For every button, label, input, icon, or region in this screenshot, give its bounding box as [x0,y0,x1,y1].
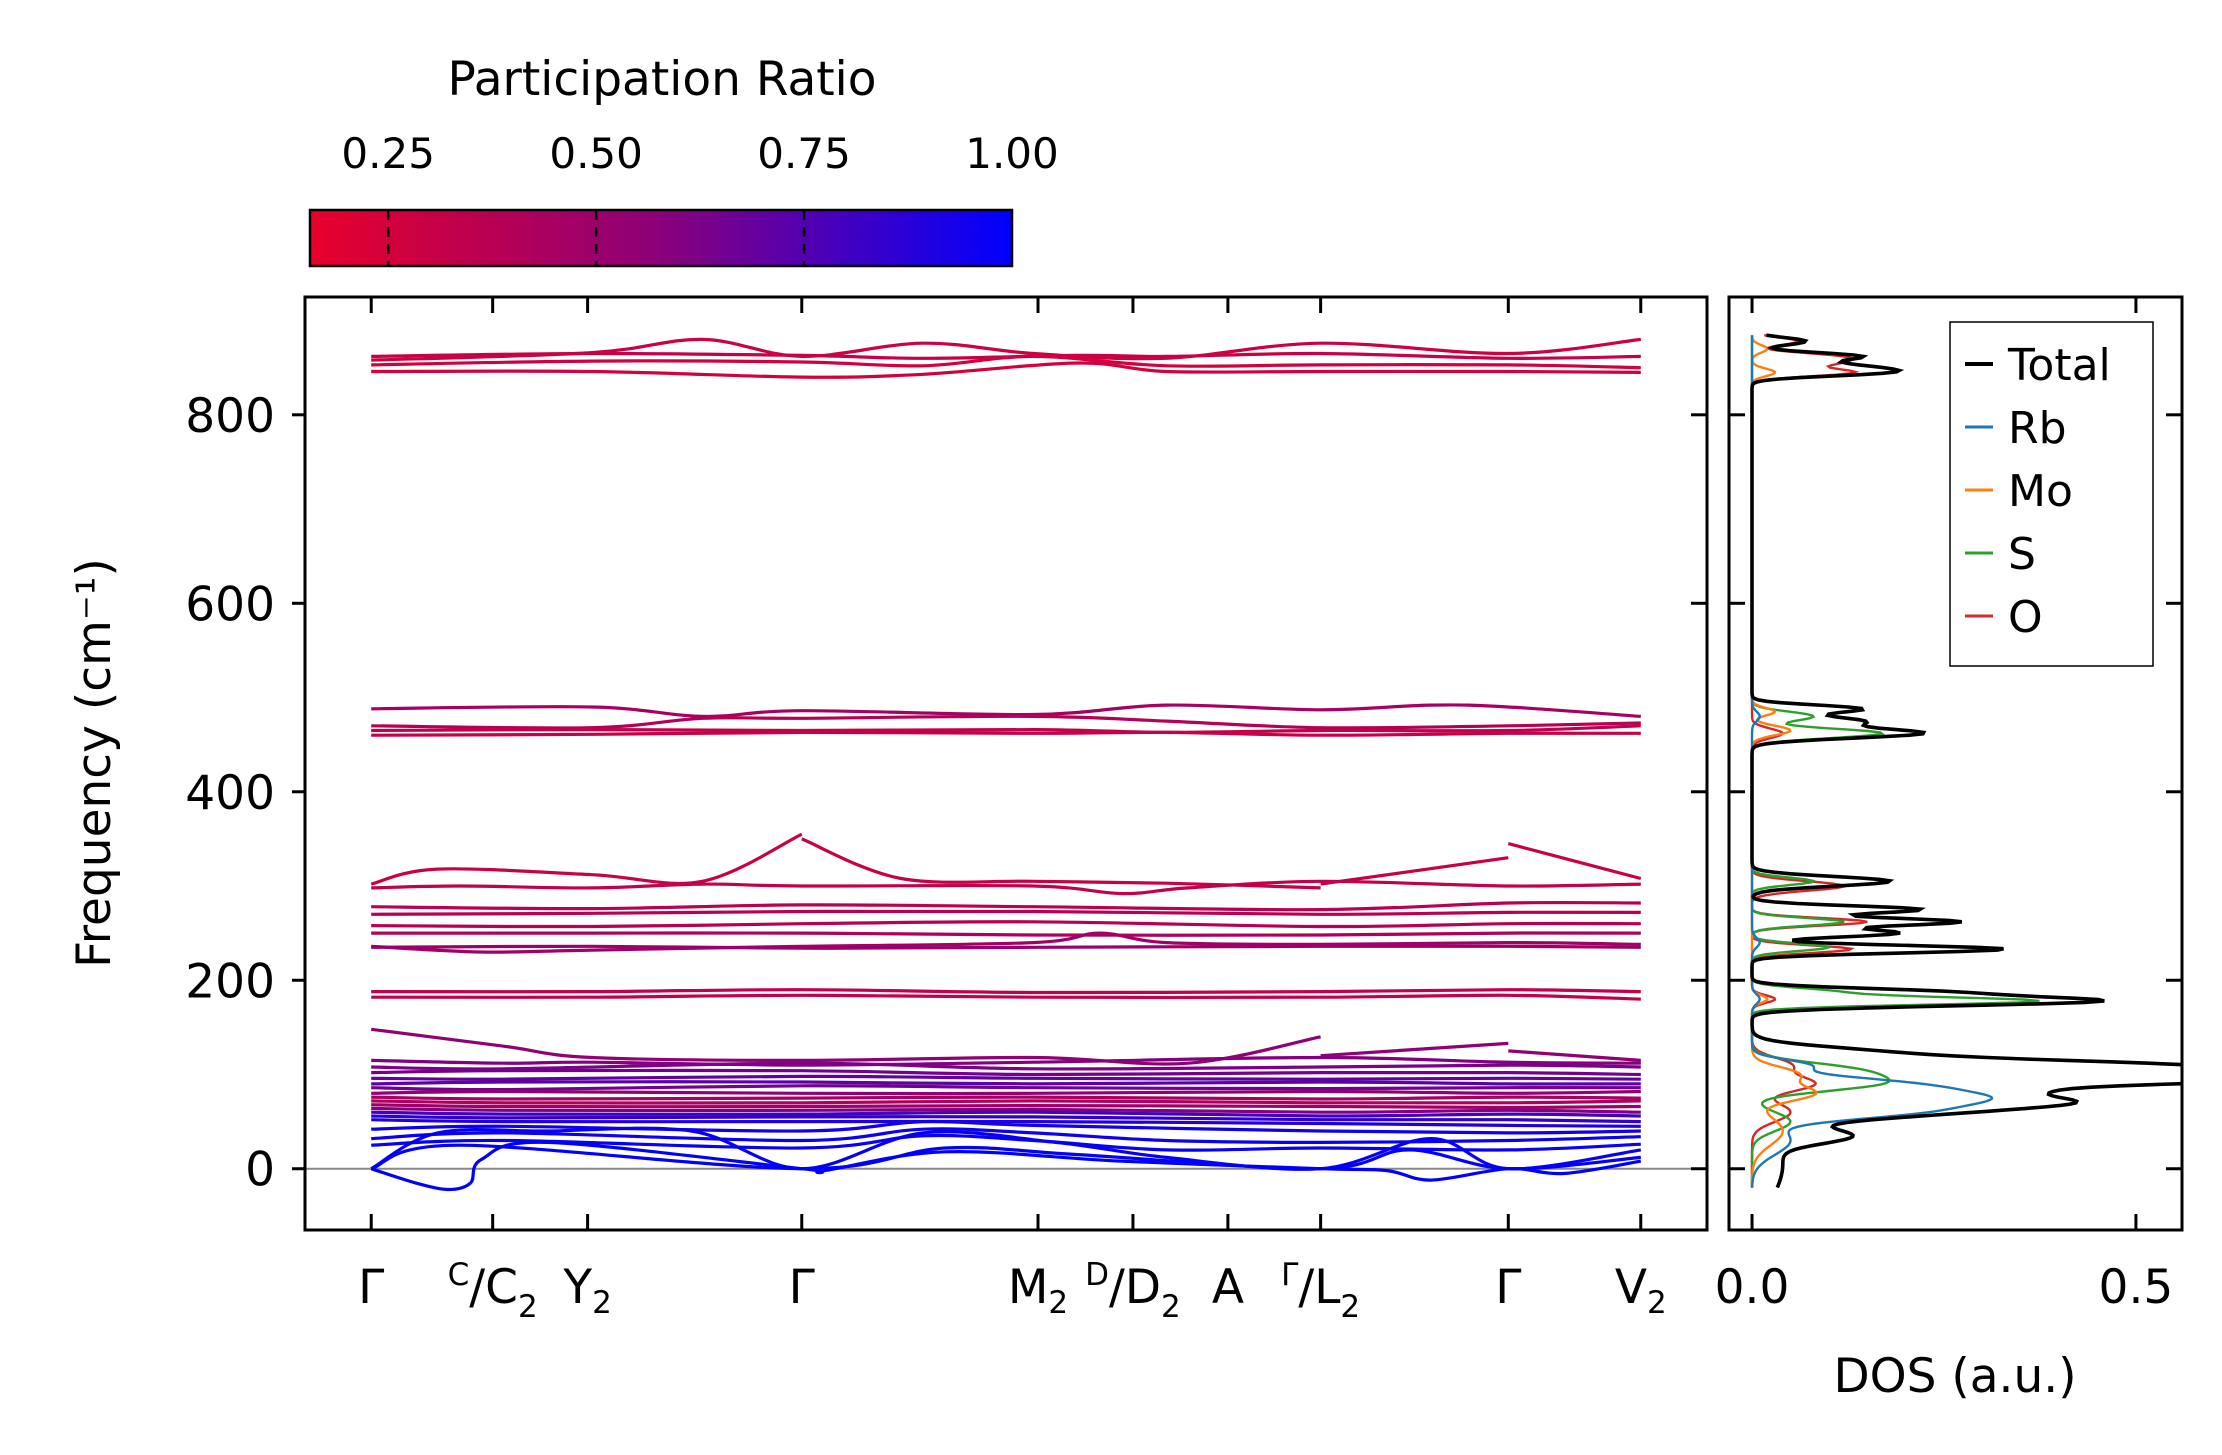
band-line-6 [371,724,1641,735]
band-line-41 [370,1126,1642,1171]
band-line-5 [371,714,1641,730]
colorbar-tick-label: 0.75 [757,129,851,178]
band-line-28 [371,1080,1641,1086]
kpoint-composite-label: Γ/L2 [1281,1257,1360,1325]
band-line-27 [371,1074,1641,1081]
dos-panel: 0.0 0.5 DOS (a.u.) Total Rb Mo SO [1715,295,2184,1404]
frequency-tick-label: 800 [185,389,275,444]
legend-label-total: Total [2007,340,2111,391]
kpoint-composite-label: D/D2 [1085,1257,1181,1325]
colorbar-tick-label: 1.00 [965,129,1059,178]
colorbar-ticks: 0.25 0.50 0.75 1.00 [341,129,1059,266]
dos-x-tick-label: 0.5 [2099,1260,2174,1315]
band-line-3 [371,361,1641,379]
kpoint-label: Γ [358,1260,384,1315]
band-line-32 [371,1099,1641,1105]
band-line-31 [371,1095,1641,1101]
dos-legend: Total Rb Mo SO [1949,321,2154,667]
dos-x-tick-label: 0.0 [1715,1260,1790,1315]
band-line-13 [371,900,1641,912]
band-line-9 [801,837,1321,890]
colorbar: Participation Ratio 0.25 0.50 0.75 1.00 [308,52,1059,268]
band-line-7 [371,730,1641,737]
band-line-29 [371,1084,1641,1092]
frequency-tick-label: 200 [185,954,275,1009]
band-line-15 [371,920,1641,929]
kpoint-ticks [369,297,1643,1230]
phonon-bands [370,337,1642,1192]
frequency-ticks: 0 200 400 600 800 [185,389,1707,1198]
band-line-17 [371,931,1641,954]
kpoint-label: A [1212,1260,1244,1315]
band-line-35 [371,1110,1641,1118]
band-line-33 [371,1103,1641,1110]
legend-label-o: O [2008,592,2043,643]
band-line-1 [371,337,1641,362]
band-line-25 [371,1061,1641,1071]
legend-label-mo: Mo [2008,466,2073,517]
band-line-26 [371,1068,1641,1077]
band-line-42 [370,1143,1641,1171]
band-line-4 [371,703,1641,719]
dos-curve-total [1750,333,2182,1189]
colorbar-gradient [308,208,1014,268]
band-line-16 [371,931,1641,937]
band-line-23 [1508,1049,1641,1062]
band-line-38 [371,1119,1641,1135]
frequency-tick-label: 600 [185,577,275,632]
band-line-30 [371,1089,1641,1096]
frequency-tick-label: 400 [185,766,275,821]
y-axis-label: Frequency (cm⁻¹) [67,558,122,968]
kpoint-label: Γ [1495,1260,1521,1315]
kpoint-composite-label: Y2 [562,1260,611,1321]
dos-curves [1750,333,2182,1189]
band-line-34 [371,1106,1641,1114]
colorbar-tick-label: 0.50 [549,129,643,178]
kpoint-composite-label: C/C2 [448,1257,538,1325]
band-line-14 [371,909,1641,916]
kpoint-labels: Γ Γ A Γ C/C2 Y2 M2 D/D2 Γ/L2 V2 [358,1257,1667,1325]
legend-frame [1949,321,2154,667]
band-line-18 [371,944,1641,950]
kpoint-composite-label: M2 [1008,1260,1068,1321]
band-line-43 [370,1140,1642,1192]
band-line-8 [370,832,803,886]
dos-x-ticks: 0.0 0.5 [1715,297,2174,1315]
dos-curve-o [1750,334,1868,1188]
colorbar-tick-label: 0.25 [341,129,435,178]
band-line-11 [1507,842,1642,881]
band-line-2 [371,354,1641,370]
kpoint-composite-label: V2 [1615,1260,1667,1321]
dos-y-ticks [1729,413,2182,1171]
legend-label-rb: Rb [2008,403,2067,454]
band-line-20 [371,993,1641,1001]
legend-label-s: S [2008,529,2036,580]
frequency-tick-label: 0 [245,1143,275,1198]
band-line-19 [371,988,1641,995]
band-line-21 [370,1027,1321,1066]
band-line-24 [371,1055,1641,1067]
band-plot-frame [303,295,1709,1232]
dos-plot-frame [1727,295,2184,1232]
band-line-36 [371,1114,1641,1124]
band-structure-panel: 0 200 400 600 800 Frequency (cm⁻¹) Γ Γ A Γ C/C2 Y… [67,295,1709,1325]
kpoint-label: Γ [789,1260,815,1315]
dos-x-axis-label: DOS (a.u.) [1833,1349,2076,1404]
band-line-12 [371,879,1641,896]
band-line-37 [371,1118,1641,1128]
band-line-22 [1320,1041,1509,1058]
colorbar-title: Participation Ratio [447,52,876,107]
